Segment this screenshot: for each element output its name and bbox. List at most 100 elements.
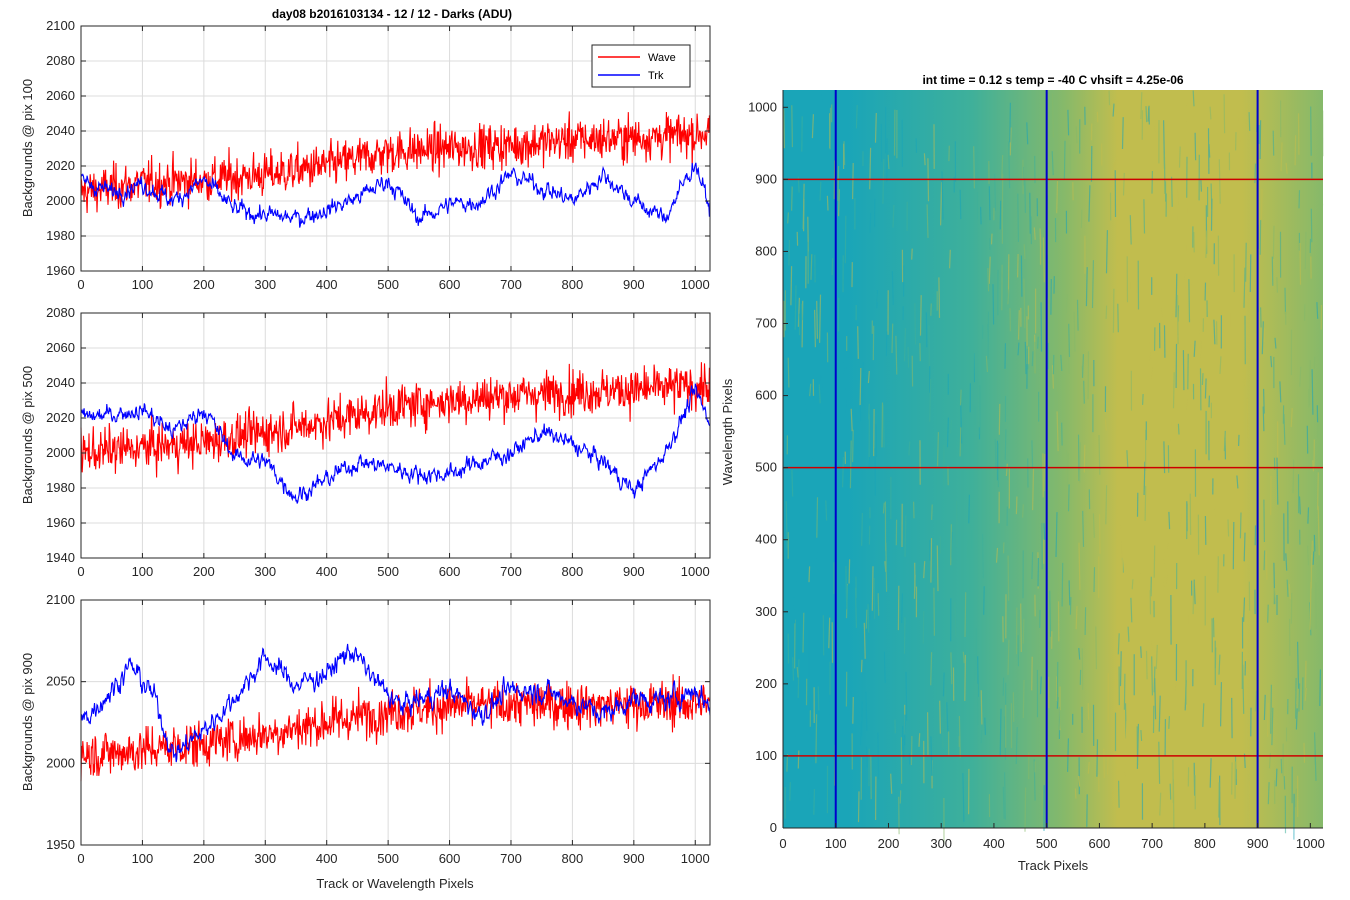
heatmap-streak	[1023, 278, 1026, 329]
heatmap-streak	[819, 294, 822, 343]
heatmap-streak	[1150, 614, 1153, 656]
heatmap-streak	[903, 735, 905, 759]
heatmap-streak	[1161, 288, 1163, 324]
heatmap-streak	[980, 690, 983, 725]
heatmap-image	[783, 90, 1323, 828]
heatmap-streak	[1273, 588, 1275, 605]
heatmap-streak	[926, 204, 929, 238]
heatmap-streak	[1130, 597, 1133, 623]
heatmap-ylabel: Wavelength Pixels	[720, 378, 735, 485]
heatmap-streak	[1267, 782, 1270, 805]
heatmap-streak	[1316, 302, 1319, 319]
heatmap-streak	[1200, 180, 1202, 192]
heatmap-streak	[811, 114, 814, 139]
heatmap-streak	[1087, 762, 1090, 774]
heatmap-streak	[1088, 185, 1091, 222]
heatmap-streak	[869, 212, 872, 233]
heatmap-streak	[809, 383, 812, 397]
heatmap-streak	[1112, 790, 1114, 807]
heatmap-streak	[1298, 496, 1301, 515]
heatmap-y-tick-label: 900	[755, 171, 777, 186]
heatmap-streak	[1158, 741, 1161, 784]
heatmap-streak	[946, 417, 949, 448]
heatmap-streak	[1069, 596, 1072, 615]
x-tick-label: 300	[254, 851, 276, 866]
heatmap-streak	[981, 533, 984, 579]
heatmap-streak	[1298, 190, 1301, 209]
heatmap-streak	[1247, 724, 1250, 774]
heatmap-streak	[1283, 413, 1286, 445]
heatmap-streak	[1068, 580, 1071, 606]
heatmap-streak	[960, 402, 963, 444]
heatmap-streak	[1307, 507, 1310, 524]
heatmap-streak	[1115, 154, 1118, 172]
heatmap-streak	[857, 791, 860, 823]
y-tick-label: 2000	[46, 193, 75, 208]
heatmap-y-tick-label: 100	[755, 748, 777, 763]
heatmap-streak	[914, 303, 917, 345]
x-tick-label: 300	[254, 277, 276, 292]
heatmap-streak	[847, 323, 850, 359]
heatmap-streak	[1022, 504, 1024, 518]
heatmap-x-tick-label: 200	[878, 836, 900, 851]
x-tick-label: 100	[132, 277, 154, 292]
heatmap-streak	[1243, 597, 1246, 622]
heatmap-streak	[1193, 340, 1196, 357]
heatmap-x-tick-label: 1000	[1296, 836, 1325, 851]
heatmap-streak	[895, 335, 898, 375]
axes-box	[80, 599, 711, 846]
heatmap-streak	[1077, 434, 1080, 482]
x-tick-label: 0	[77, 851, 84, 866]
heatmap-streak	[1092, 513, 1095, 538]
heatmap-streak	[1143, 461, 1146, 496]
heatmap-streak	[967, 539, 970, 559]
heatmap-streak	[816, 300, 818, 339]
heatmap-streak	[786, 672, 789, 720]
heatmap-streak	[936, 545, 939, 592]
heatmap-streak	[875, 424, 878, 458]
heatmap-title: int time = 0.12 s temp = -40 C vhsift = …	[922, 73, 1183, 87]
x-tick-label: 600	[439, 851, 461, 866]
heatmap-streak	[1067, 738, 1069, 772]
heatmap-streak	[867, 604, 870, 633]
heatmap-streak	[801, 300, 804, 348]
heatmap-streak	[1249, 254, 1252, 293]
legend-box	[591, 44, 691, 88]
heatmap-x-tick-label: 500	[1036, 836, 1058, 851]
x-tick-label: 500	[377, 851, 399, 866]
heatmap-streak	[819, 181, 822, 201]
heatmap-streak	[890, 773, 893, 794]
heatmap-streak	[998, 403, 1001, 435]
heatmap-texture	[783, 90, 1324, 844]
heatmap-streak	[987, 324, 990, 343]
x-tick-label: 600	[439, 277, 461, 292]
heatmap-streak	[1218, 159, 1221, 204]
heatmap-streak	[1292, 459, 1295, 494]
heatmap-streak	[790, 266, 793, 306]
heatmap-streak	[1112, 288, 1115, 333]
heatmap-streak	[1095, 626, 1097, 670]
heatmap-streak	[931, 504, 933, 520]
heatmap-streak	[865, 746, 868, 768]
heatmap-streak	[1208, 633, 1211, 651]
x-tick-label: 200	[193, 277, 215, 292]
heatmap-streak	[1017, 193, 1019, 242]
heatmap-streak	[918, 733, 921, 747]
heatmap-streak	[1151, 656, 1153, 696]
axes-box	[80, 312, 711, 559]
heatmap-streak	[1061, 562, 1064, 607]
heatmap-streak	[973, 654, 976, 682]
heatmap-streak	[850, 408, 853, 432]
y-tick-label: 2050	[46, 674, 75, 689]
heatmap-streak	[1067, 109, 1070, 136]
heatmap-streak	[1290, 408, 1293, 428]
heatmap-streak	[1034, 341, 1037, 374]
heatmap-streak	[838, 189, 840, 217]
y-tick-label: 2080	[46, 53, 75, 68]
heatmap-streak	[964, 654, 966, 701]
x-tick-label: 700	[500, 564, 522, 579]
heatmap-streak	[1096, 739, 1099, 777]
heatmap-streak	[1007, 555, 1010, 601]
heatmap-streak	[988, 186, 991, 221]
heatmap-streak	[1262, 406, 1265, 432]
